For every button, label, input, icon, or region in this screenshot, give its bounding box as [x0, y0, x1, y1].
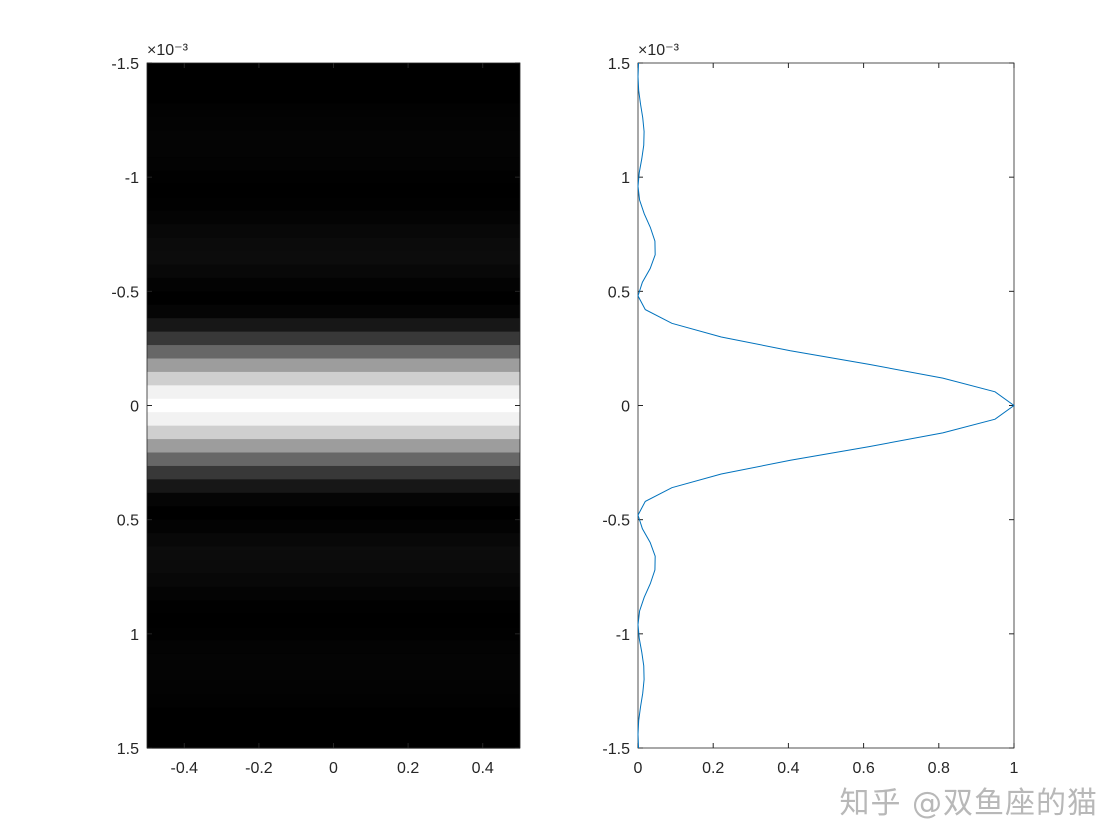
- image-row: [147, 130, 520, 145]
- y-tick-label: 1.5: [608, 56, 630, 73]
- image-row: [147, 291, 520, 306]
- image-row: [147, 707, 520, 722]
- x-tick-label: 0.6: [852, 760, 874, 777]
- x-tick-label: 0.8: [928, 760, 950, 777]
- image-row: [147, 103, 520, 118]
- y-tick-label: -0.5: [111, 284, 139, 301]
- image-row: [147, 398, 520, 413]
- y-tick-label: 1: [621, 170, 630, 187]
- x-tick-label: 1: [1010, 760, 1019, 777]
- image-row: [147, 371, 520, 386]
- image-row: [147, 721, 520, 736]
- x-tick-label: 0.4: [777, 760, 799, 777]
- image-row: [147, 237, 520, 252]
- image-row: [147, 506, 520, 521]
- axes-box: [637, 62, 1015, 749]
- line-axes: 1.510.50-0.5-1-1.50 0.2 0.4 0.6 0.8 1×10⁻³: [602, 42, 1018, 777]
- y-tick-label: -1: [125, 170, 139, 187]
- image-row: [147, 452, 520, 467]
- image-row: [147, 345, 520, 360]
- profile-line: [637, 62, 1015, 749]
- image-row: [147, 170, 520, 185]
- x-tick-label: 0: [634, 760, 643, 777]
- x-tick-label: 0.2: [702, 760, 724, 777]
- image-row: [147, 116, 520, 131]
- y-tick-label: -1: [616, 627, 630, 644]
- x-tick-label: 0.4: [472, 760, 494, 777]
- image-row: [147, 600, 520, 615]
- image-row: [147, 304, 520, 319]
- image-row: [147, 318, 520, 333]
- image-row: [147, 439, 520, 454]
- image-row: [147, 694, 520, 709]
- image-row: [147, 640, 520, 655]
- image-row: [147, 358, 520, 373]
- image-row: [147, 479, 520, 494]
- image-row: [147, 613, 520, 628]
- image-row: [147, 492, 520, 507]
- image-row: [147, 680, 520, 695]
- x-tick-label: -0.4: [171, 760, 199, 777]
- image-axes: -1.5 -1 -0.5 0 0.5 1 1.5 -0.4 -0.2 0 0.2 0.4 ×10⁻³: [111, 42, 521, 777]
- image-row: [147, 197, 520, 212]
- image-row: [147, 157, 520, 172]
- y-tick-label: 0: [130, 399, 139, 416]
- x-tick-label: 0.2: [397, 760, 419, 777]
- image-row: [147, 627, 520, 642]
- y-exponent-label: ×10⁻³: [638, 42, 680, 59]
- y-tick-label: 1: [130, 627, 139, 644]
- image-row: [147, 76, 520, 91]
- y-tick-label: -0.5: [602, 513, 630, 530]
- image-row: [147, 251, 520, 266]
- image-row: [147, 224, 520, 239]
- image-row: [147, 412, 520, 427]
- image-row: [147, 63, 520, 78]
- image-row: [147, 734, 520, 749]
- image-row: [147, 210, 520, 225]
- y-tick-label: 0.5: [117, 513, 139, 530]
- watermark: 知乎 @双鱼座的猫: [839, 786, 1098, 821]
- image-row: [147, 586, 520, 601]
- y-tick-label: 0.5: [608, 284, 630, 301]
- y-tick-label: 1.5: [117, 741, 139, 758]
- image-row: [147, 546, 520, 561]
- y-tick-label: -1.5: [111, 56, 139, 73]
- image-row: [147, 264, 520, 279]
- image-row: [147, 559, 520, 574]
- image-row: [147, 519, 520, 534]
- image-row: [147, 385, 520, 400]
- image-row: [147, 533, 520, 548]
- x-tick-label: 0: [329, 760, 338, 777]
- image-row: [147, 667, 520, 682]
- image-row: [147, 143, 520, 158]
- image-row: [147, 277, 520, 292]
- image-row: [147, 183, 520, 198]
- image-row: [147, 89, 520, 104]
- y-tick-label: -1.5: [602, 741, 630, 758]
- image-row: [147, 573, 520, 588]
- image-row: [147, 653, 520, 669]
- y-exponent-label: ×10⁻³: [147, 42, 189, 59]
- image-row: [147, 331, 520, 346]
- y-tick-label: 0: [621, 399, 630, 416]
- x-tick-label: -0.2: [245, 760, 273, 777]
- image-row: [147, 465, 520, 480]
- image-row: [147, 425, 520, 440]
